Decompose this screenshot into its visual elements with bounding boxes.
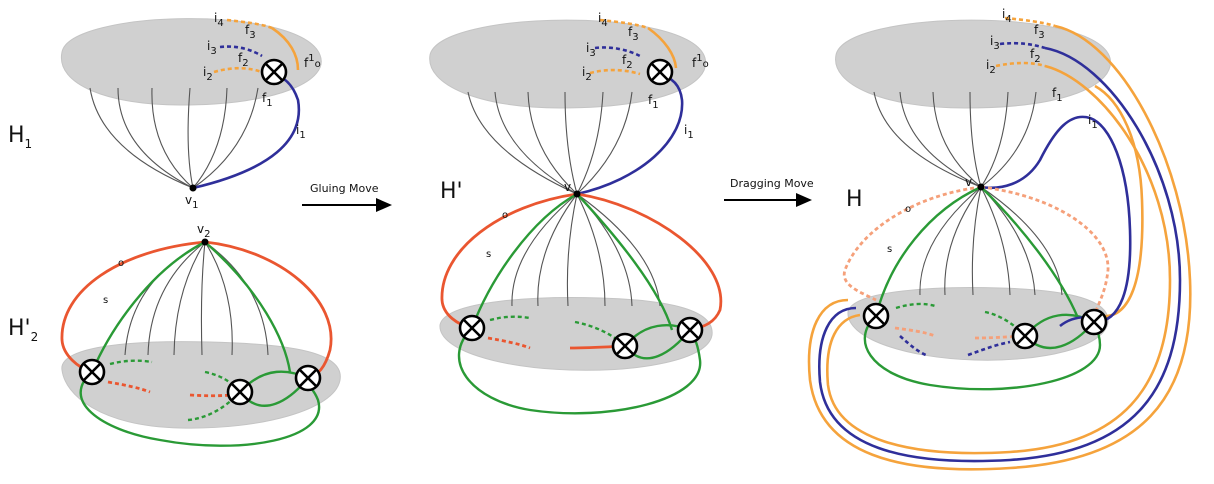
svg-text:i3: i3: [990, 34, 1000, 52]
svg-text:i4: i4: [1002, 7, 1012, 25]
vertex-v2: [201, 238, 209, 246]
svg-text:Gluing Move: Gluing Move: [310, 182, 379, 195]
outer-blue-1: [818, 46, 1182, 463]
svg-text:f1: f1: [1052, 86, 1063, 104]
svg-text:H'2: H'2: [8, 316, 38, 344]
outer-orange-2: [826, 64, 1172, 455]
crosscap-h2-2: [226, 378, 254, 406]
svg-text:i2: i2: [582, 65, 592, 83]
svg-text:f1: f1: [262, 91, 273, 109]
label-h1: H: [8, 123, 25, 148]
crosscap-h-1: [862, 302, 890, 330]
svg-text:i2: i2: [203, 65, 213, 83]
panel-hprime: H' v o s i1 i2 i3 i4 f1 f2 f3 f1o: [429, 11, 723, 415]
svg-text:o: o: [905, 204, 911, 215]
disk-top-h1: [60, 18, 322, 106]
label-hprime: H': [440, 179, 463, 204]
svg-text:f3: f3: [1034, 23, 1045, 41]
svg-text:f2: f2: [622, 53, 633, 71]
svg-text:f1o: f1o: [692, 53, 709, 70]
edge-o-hprime: [440, 192, 578, 330]
svg-text:i3: i3: [207, 39, 217, 57]
outer-orange-inner: [1094, 84, 1144, 318]
panel-h2: H'2 v2 o s: [8, 222, 341, 447]
svg-text:i1: i1: [1088, 113, 1098, 131]
panel-h: H v o s i1 i2 i3 i4 f1 f2 f3: [807, 7, 1192, 471]
edge-s-h2: [90, 240, 206, 373]
svg-text:s: s: [103, 295, 108, 306]
disk-bottom-h: [847, 287, 1109, 361]
svg-text:f1o: f1o: [304, 53, 321, 70]
crosscap-top-hprime: [646, 58, 674, 86]
svg-text:o: o: [118, 258, 124, 269]
disk-bottom-h2: [61, 341, 341, 429]
svg-text:i3: i3: [586, 41, 596, 59]
svg-text:s: s: [887, 244, 892, 255]
disk-top-hprime: [429, 19, 707, 109]
label-h: H: [846, 187, 863, 212]
vertex-v-hprime: [573, 190, 581, 198]
svg-text:v1: v1: [185, 193, 198, 211]
outer-blue-inner: [980, 115, 1132, 324]
svg-text:o: o: [502, 210, 508, 221]
crosscap-hprime-1: [458, 314, 486, 342]
svg-text:v: v: [564, 180, 571, 194]
svg-text:v: v: [965, 175, 972, 189]
svg-text:v2: v2: [197, 222, 210, 240]
disk-top-h: [835, 19, 1111, 109]
svg-text:f3: f3: [245, 23, 256, 41]
svg-text:H1: H1: [8, 123, 32, 151]
svg-text:f2: f2: [238, 51, 249, 69]
vertex-v1: [189, 184, 197, 192]
panel-h1: H1 v1 i1 i2 i3 i4 f1 f2 f3 f1o: [8, 11, 322, 211]
crosscap-h2-3: [294, 364, 322, 392]
label-h2: H': [8, 316, 31, 341]
crosscap-hprime-3: [676, 316, 704, 344]
crosscap-h2-1: [78, 358, 106, 386]
svg-text:i1: i1: [684, 123, 694, 141]
svg-text:i4: i4: [598, 11, 608, 29]
crosscap-h-2: [1011, 322, 1039, 350]
disk-bottom-hprime: [439, 297, 713, 371]
vertex-v-h: [977, 183, 985, 191]
svg-text:Dragging Move: Dragging Move: [730, 177, 814, 190]
svg-text:f2: f2: [1030, 47, 1041, 65]
svg-text:i2: i2: [986, 58, 996, 76]
svg-text:i4: i4: [214, 11, 224, 29]
gluing-move-arrow: Gluing Move: [302, 182, 392, 212]
svg-text:f1: f1: [648, 93, 659, 111]
crosscap-hprime-2: [611, 332, 639, 360]
edge-o-h2: [60, 240, 206, 374]
crosscap-h-3: [1080, 308, 1108, 336]
svg-text:f3: f3: [628, 25, 639, 43]
svg-text:i1: i1: [296, 123, 306, 141]
dragging-move-arrow: Dragging Move: [724, 177, 814, 207]
svg-text:s: s: [486, 249, 491, 260]
crosscap-top-h1: [260, 58, 288, 86]
outer-orange-1: [807, 24, 1192, 471]
